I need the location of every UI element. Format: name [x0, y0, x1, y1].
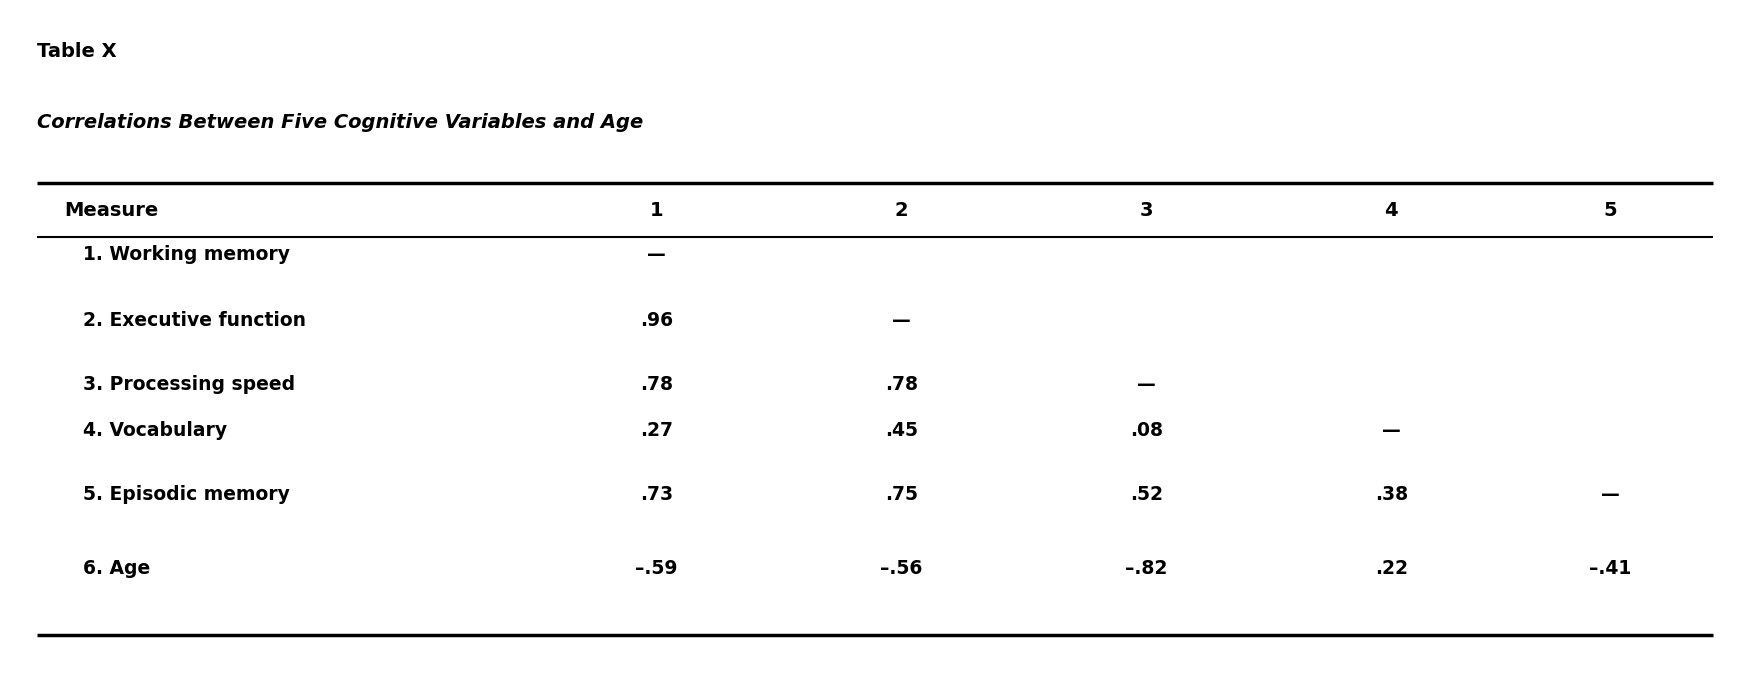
Text: .27: .27: [640, 420, 672, 439]
Text: —: —: [1138, 375, 1155, 394]
Text: .22: .22: [1376, 558, 1407, 577]
Text: 2. Executive function: 2. Executive function: [82, 311, 306, 330]
Text: 4. Vocabulary: 4. Vocabulary: [82, 420, 228, 439]
Text: .08: .08: [1130, 420, 1162, 439]
Text: .45: .45: [886, 420, 917, 439]
Text: 4: 4: [1384, 200, 1398, 219]
Text: 2: 2: [894, 200, 908, 219]
Text: 1. Working memory: 1. Working memory: [82, 245, 290, 264]
Text: 5: 5: [1603, 200, 1617, 219]
Text: Measure: Measure: [65, 200, 159, 219]
Text: .38: .38: [1376, 486, 1407, 505]
Text: .78: .78: [886, 375, 917, 394]
Text: 5. Episodic memory: 5. Episodic memory: [82, 486, 290, 505]
Text: .75: .75: [886, 486, 917, 505]
Text: —: —: [648, 245, 665, 264]
Text: —: —: [1382, 420, 1400, 439]
Text: –.41: –.41: [1589, 558, 1631, 577]
Text: –.59: –.59: [635, 558, 677, 577]
Text: .52: .52: [1130, 486, 1162, 505]
Text: —: —: [1601, 486, 1619, 505]
Text: –.82: –.82: [1125, 558, 1167, 577]
Text: —: —: [892, 311, 910, 330]
Text: Correlations Between Five Cognitive Variables and Age: Correlations Between Five Cognitive Vari…: [37, 113, 644, 132]
Text: .73: .73: [640, 486, 672, 505]
Text: 3: 3: [1139, 200, 1153, 219]
Text: .78: .78: [640, 375, 672, 394]
Text: Table X: Table X: [37, 42, 117, 61]
Text: –.56: –.56: [880, 558, 922, 577]
Text: .96: .96: [640, 311, 672, 330]
Text: 6. Age: 6. Age: [82, 558, 150, 577]
Text: 3. Processing speed: 3. Processing speed: [82, 375, 294, 394]
Text: 1: 1: [649, 200, 663, 219]
